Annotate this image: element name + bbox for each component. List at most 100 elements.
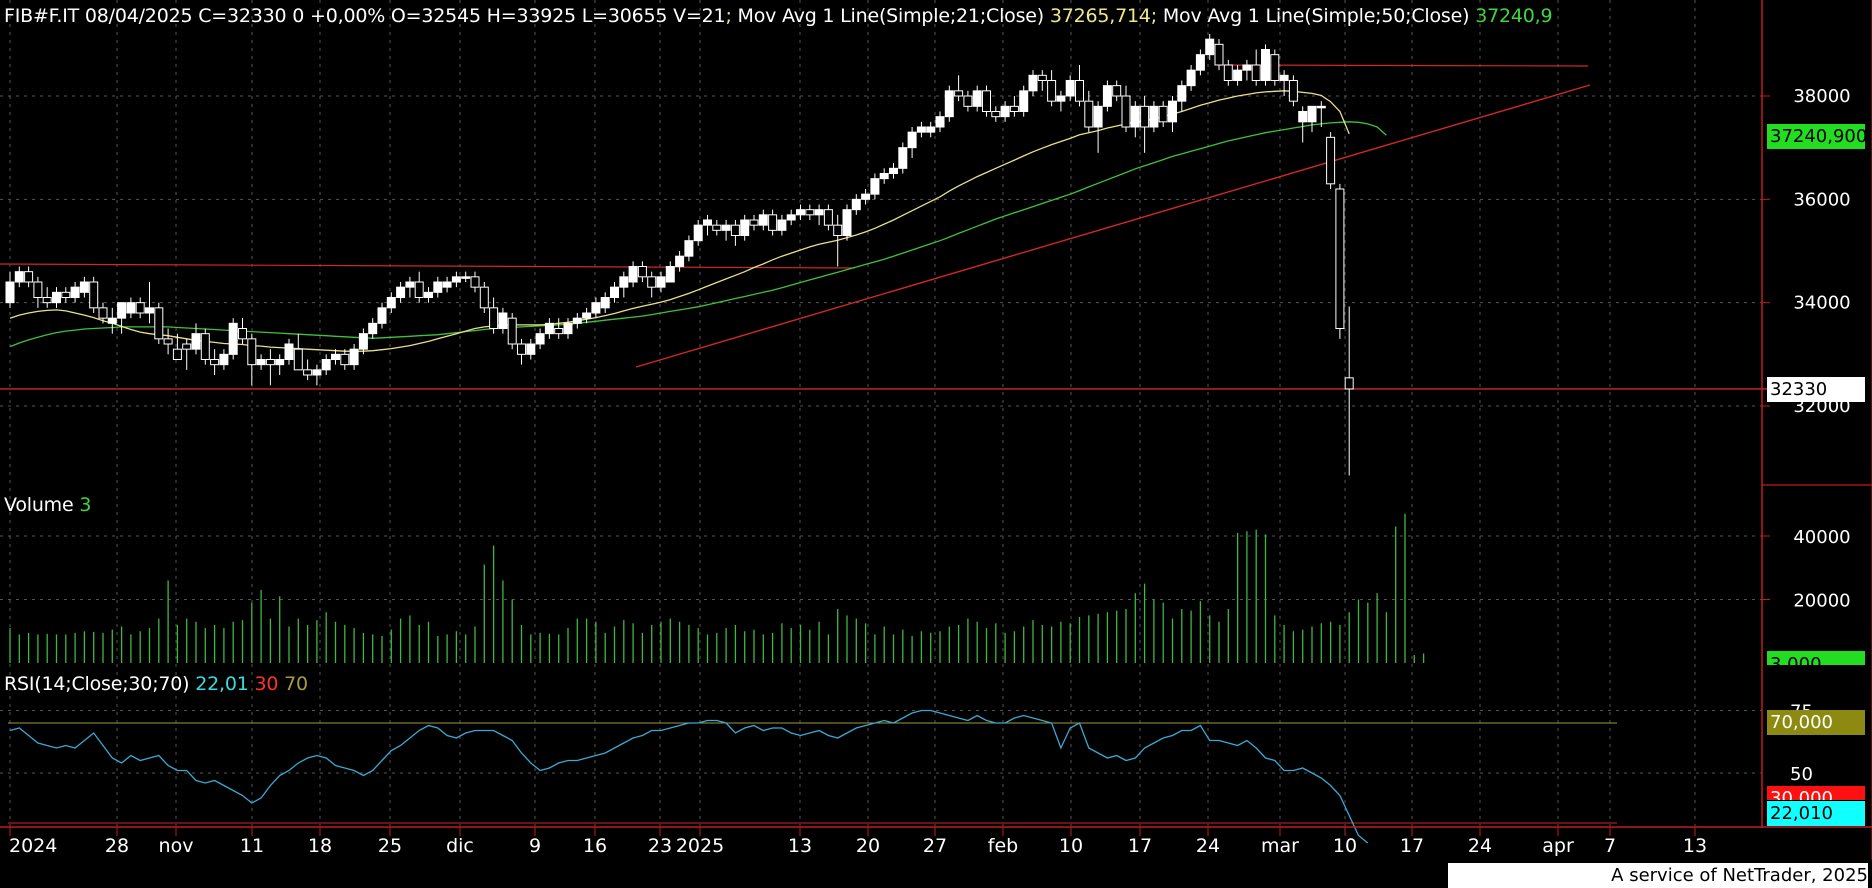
candle-body [461,276,471,279]
x-tick-label: 2025 [676,835,724,857]
candle-body [349,348,359,366]
candle-body [1140,105,1150,128]
candle-body [517,343,526,355]
candle-body [628,266,638,283]
x-tick-label: dic [446,835,474,857]
candle-body [926,126,936,133]
symbol-info: FIB#F.IT 08/04/2025 C=32330 0 +0,00% O=3… [4,5,726,27]
candle-body [1009,105,1019,113]
candle-body [637,266,647,278]
candle-body [944,90,954,118]
candle-body [386,297,396,309]
candle-body [675,255,685,267]
candle-body [1112,85,1122,97]
x-tick-label: 25 [378,835,402,857]
candle-body [861,193,871,200]
candle-body [312,369,322,376]
rsi70-badge: 70,000 [1767,710,1865,735]
candle-body [1093,105,1103,128]
candle-body [377,307,387,324]
candle-body [1344,377,1354,390]
x-tick-label: 24 [1468,835,1492,857]
candle-body [24,271,34,283]
candle-body [879,173,889,180]
candle-body [340,353,350,366]
candle-body [693,224,703,242]
candle-body [833,224,843,237]
candle-body [916,126,926,133]
rsi30-badge: 30,000 [1767,786,1865,800]
candle-body [414,281,424,298]
candle-body [1316,105,1326,109]
candle-body [396,286,406,298]
candle-body [479,286,489,309]
x-tick-label: 13 [788,835,812,857]
candle-body [777,219,787,231]
candle-body [749,219,759,226]
x-tick-label: feb [988,835,1018,857]
x-tick-label: nov [159,835,194,857]
candle-body [1121,95,1131,128]
candle-body [1075,80,1084,102]
candle-body [1205,38,1215,56]
candle-body [284,343,294,360]
candle-body [1186,69,1196,87]
x-tick-label: apr [1542,835,1574,857]
candle-body [712,224,722,231]
candle-body [1037,74,1047,82]
x-tick-label: 28 [105,835,129,857]
candle-body [79,281,89,293]
candle-body [1261,49,1270,81]
ma21-label: Mov Avg 1 Line(Simple;21;Close) [737,5,1045,27]
candle-body [796,209,805,216]
candle-body [842,209,852,237]
candle-body [33,281,43,298]
rsi-line [9,709,1369,844]
x-tick-label: mar [1261,835,1299,857]
candle-body [1326,136,1336,185]
candle-body [963,95,973,107]
candle-body [1149,105,1159,128]
candle-body [163,338,173,345]
candle-body [182,343,192,350]
candle-body [982,90,991,113]
candle-body [544,322,554,335]
candle-body [730,224,740,237]
top-resistance-line [1219,64,1589,67]
candle-body [303,369,313,376]
rsi-badge: 22,010 [1767,801,1865,826]
candle-body [656,276,666,288]
candle-body [424,291,433,299]
candle-body [740,219,750,236]
candle-body [442,281,452,288]
x-tick-label: 24 [1196,835,1220,857]
rsi-value: 22,01 [195,673,249,695]
candle-body [1242,64,1252,71]
candle-body [758,214,768,226]
x-tick-label: 17 [1400,835,1424,857]
candle-body [1298,111,1308,123]
x-tick-label: 10 [1333,835,1357,857]
axis-ticks: 3200034000360003800020000400005075202428… [9,86,1851,857]
candle-body [256,359,266,366]
x-tick-label: 10 [1059,835,1083,857]
candle-body [805,209,815,216]
candle-body [1195,54,1205,71]
candle-body [107,317,117,324]
last-price-badge: 32330 [1767,377,1865,402]
rsi-pane [8,709,1617,844]
candle-body [172,348,182,360]
rsi-header: RSI(14;Close;30;70) 22,01 30 70 [4,673,308,695]
candle-body [554,328,564,335]
x-tick-label: 13 [1683,835,1707,857]
candle-body [907,131,917,149]
x-tick-label: 23 [648,835,672,857]
candle-body [1019,90,1029,113]
candle-body [42,297,52,304]
candle-body [935,116,945,128]
ma50-value: 37240,9 [1475,5,1553,27]
candle-body [572,317,582,324]
candle-body [1084,100,1094,128]
